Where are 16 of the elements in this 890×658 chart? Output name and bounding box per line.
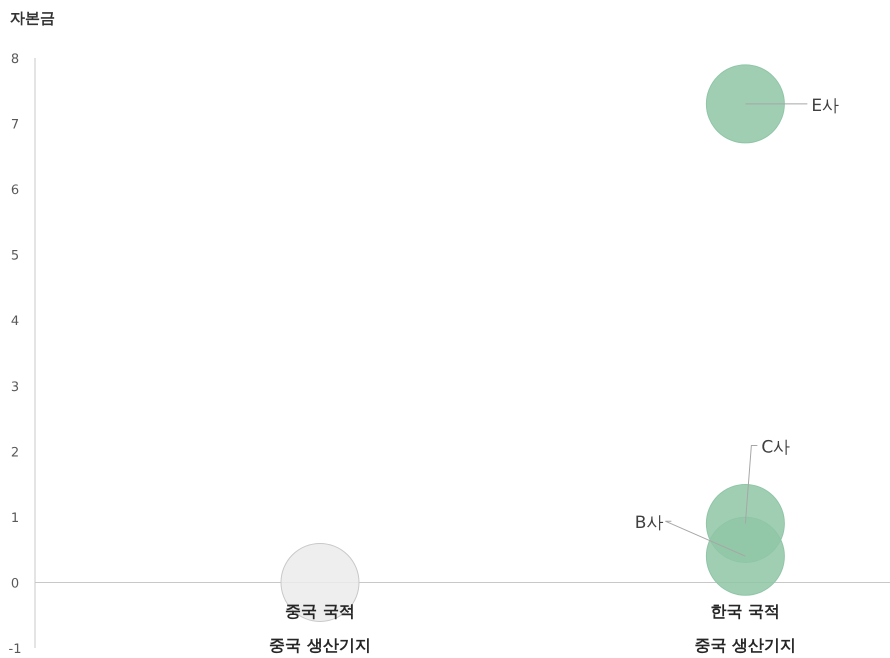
- y-tick-label: 8: [10, 52, 20, 67]
- y-tick-label: 7: [10, 118, 20, 133]
- y-axis-title: 자본금: [10, 9, 55, 27]
- y-tick-label: 3: [10, 380, 20, 395]
- y-tick-label: 1: [10, 510, 20, 526]
- x-tick-label: 중국 국적 중국 생산기지: [269, 601, 371, 654]
- y-tick-label: 5: [10, 248, 20, 264]
- y-tick-label: -1: [8, 642, 22, 657]
- series-label: E사: [811, 96, 840, 116]
- y-tick-label: 6: [10, 183, 20, 198]
- y-tick-label: 4: [10, 314, 20, 330]
- y-tick-label: 0: [10, 576, 20, 592]
- y-tick-label: 2: [10, 445, 20, 460]
- x-tick-label: 한국 국적 중국 생산기지: [694, 601, 796, 654]
- text: B사: [634, 513, 664, 534]
- series-label: C사: [761, 437, 790, 458]
